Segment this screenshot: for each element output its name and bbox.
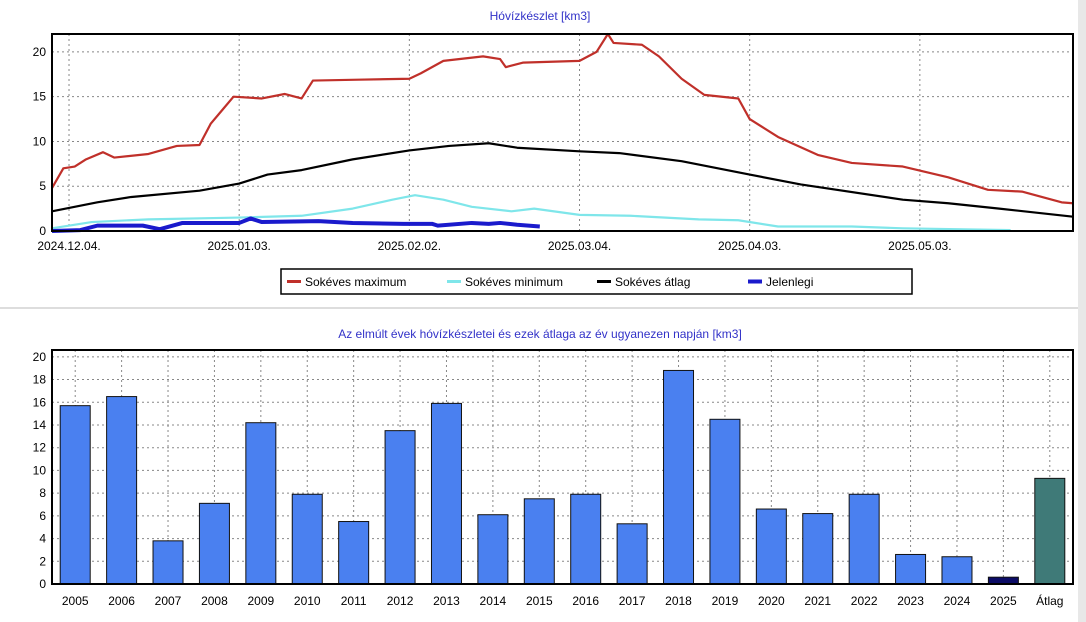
x-tick-label: 2007 xyxy=(155,594,182,608)
bar-2014 xyxy=(477,514,509,585)
x-tick-label: 2014 xyxy=(480,594,507,608)
bar-2005 xyxy=(59,405,91,585)
bar-2024 xyxy=(941,556,973,585)
x-tick-label: 2017 xyxy=(619,594,646,608)
y-tick-label: 2 xyxy=(39,554,46,568)
x-tick-label: 2009 xyxy=(247,594,274,608)
bar-2015 xyxy=(523,498,555,585)
x-tick-label: 2025.05.03. xyxy=(888,239,951,253)
x-tick-label: 2013 xyxy=(433,594,460,608)
bar-2011 xyxy=(338,521,370,585)
x-tick-label: Átlag xyxy=(1036,593,1063,608)
y-tick-label: 20 xyxy=(33,350,47,364)
bar-2012 xyxy=(384,430,416,585)
x-tick-label: 2025.02.02. xyxy=(378,239,441,253)
x-tick-label: 2006 xyxy=(108,594,135,608)
y-tick-label: 0 xyxy=(39,224,46,238)
x-tick-label: 2012 xyxy=(387,594,414,608)
x-tick-label: 2025.03.04. xyxy=(548,239,611,253)
line-chart-title: Hóvízkészlet [km3] xyxy=(490,9,591,23)
y-tick-label: 16 xyxy=(33,395,47,409)
x-tick-label: 2022 xyxy=(851,594,878,608)
y-tick-label: 8 xyxy=(39,486,46,500)
y-tick-label: 4 xyxy=(39,532,46,546)
x-tick-label: 2005 xyxy=(62,594,89,608)
x-tick-label: 2021 xyxy=(804,594,831,608)
bar-2016 xyxy=(570,493,602,585)
bar-2025 xyxy=(987,576,1019,585)
series-line-3 xyxy=(51,216,540,233)
scrollbar[interactable] xyxy=(1078,0,1086,622)
legend-label: Sokéves maximum xyxy=(305,275,406,289)
y-tick-label: 20 xyxy=(33,45,47,59)
x-tick-label: 2011 xyxy=(341,594,367,608)
bar-2010 xyxy=(291,493,323,585)
x-tick-label: 2008 xyxy=(201,594,228,608)
bar-2021 xyxy=(802,513,834,585)
x-tick-label: 2025 xyxy=(990,594,1017,608)
x-tick-label: 2015 xyxy=(526,594,553,608)
y-tick-label: 0 xyxy=(39,577,46,591)
x-tick-label: 2024.12.04. xyxy=(37,239,100,253)
y-tick-label: 14 xyxy=(33,418,47,432)
bar-2019 xyxy=(709,418,741,585)
y-tick-label: 10 xyxy=(33,134,47,148)
series-line-2 xyxy=(51,142,1074,218)
x-tick-label: 2024 xyxy=(944,594,971,608)
x-tick-label: 2020 xyxy=(758,594,785,608)
legend-label: Sokéves átlag xyxy=(615,275,690,289)
y-tick-label: 5 xyxy=(39,179,46,193)
x-tick-label: 2023 xyxy=(897,594,924,608)
y-tick-label: 15 xyxy=(33,90,47,104)
bar-2022 xyxy=(848,493,880,585)
legend-label: Jelenlegi xyxy=(766,275,813,289)
legend-label: Sokéves minimum xyxy=(465,275,563,289)
bar-2020 xyxy=(755,508,787,585)
bar-2006 xyxy=(106,396,138,585)
bar-2008 xyxy=(198,502,230,585)
bar-plot-frame xyxy=(51,349,1074,585)
series-line-0 xyxy=(51,32,1074,205)
line-plot-frame xyxy=(51,33,1074,232)
bar-2017 xyxy=(616,523,648,585)
bar-2023 xyxy=(895,553,927,585)
legend-box xyxy=(280,268,913,295)
bar-chart-title: Az elmúlt évek hóvízkészletei és ezek át… xyxy=(338,327,742,341)
y-tick-label: 10 xyxy=(33,463,47,477)
y-tick-label: 18 xyxy=(33,373,47,387)
bar-Átlag xyxy=(1034,477,1066,585)
bar-2013 xyxy=(430,402,462,585)
y-tick-label: 12 xyxy=(33,441,47,455)
x-tick-label: 2025.01.03. xyxy=(207,239,270,253)
x-tick-label: 2025.04.03. xyxy=(718,239,781,253)
x-tick-label: 2019 xyxy=(712,594,739,608)
bar-2018 xyxy=(663,369,695,585)
x-tick-label: 2018 xyxy=(665,594,692,608)
y-tick-label: 6 xyxy=(39,509,46,523)
bar-2007 xyxy=(152,540,184,585)
x-tick-label: 2010 xyxy=(294,594,321,608)
bar-2009 xyxy=(245,422,277,585)
x-tick-label: 2016 xyxy=(572,594,599,608)
